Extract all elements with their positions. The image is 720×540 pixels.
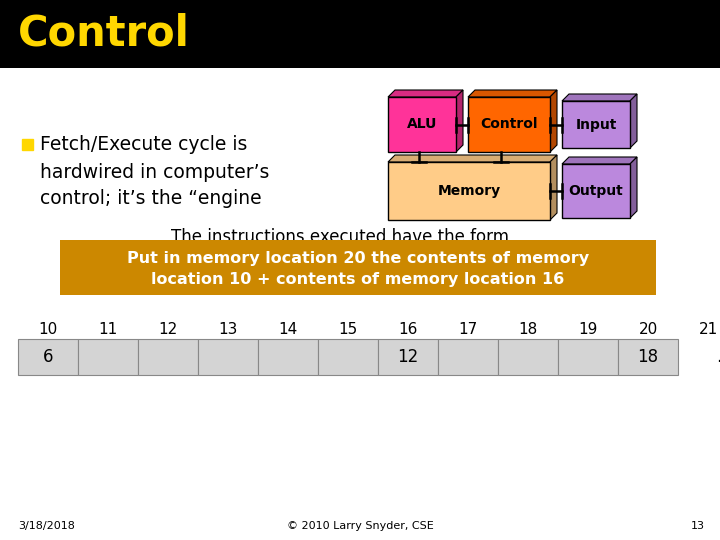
Bar [618, 339, 678, 375]
Polygon shape [630, 157, 637, 218]
Text: 13: 13 [691, 521, 705, 531]
Text: 6: 6 [42, 348, 53, 366]
Text: control; it’s the “engine: control; it’s the “engine [40, 190, 261, 208]
Text: Output: Output [569, 184, 624, 198]
Text: location 10 + contents of memory location 16: location 10 + contents of memory locatio… [151, 272, 564, 287]
Polygon shape [562, 94, 637, 101]
Text: hardwired in computer’s: hardwired in computer’s [40, 163, 269, 181]
Text: Control: Control [18, 13, 190, 55]
Text: 13: 13 [218, 321, 238, 336]
Bar [562, 101, 630, 148]
Bar [0, 0, 720, 68]
Text: 19: 19 [578, 321, 598, 336]
Bar [258, 339, 318, 375]
Text: 14: 14 [279, 321, 297, 336]
Bar [558, 339, 618, 375]
Bar [468, 97, 550, 152]
Text: 15: 15 [338, 321, 358, 336]
Bar [138, 339, 198, 375]
Bar [78, 339, 138, 375]
Text: The instructions executed have the form: The instructions executed have the form [171, 228, 509, 246]
Text: 11: 11 [99, 321, 117, 336]
Polygon shape [456, 90, 463, 152]
Text: 16: 16 [398, 321, 418, 336]
Bar [22, 139, 33, 150]
Text: © 2010 Larry Snyder, CSE: © 2010 Larry Snyder, CSE [287, 521, 433, 531]
Bar [388, 162, 550, 220]
Polygon shape [550, 155, 557, 220]
Text: Input: Input [575, 118, 617, 132]
Polygon shape [388, 155, 557, 162]
Bar [318, 339, 378, 375]
Bar [378, 339, 438, 375]
Text: Memory: Memory [438, 184, 500, 198]
Text: 12: 12 [397, 348, 418, 366]
Polygon shape [550, 90, 557, 152]
Polygon shape [388, 90, 463, 97]
Bar [562, 164, 630, 218]
Text: 3/18/2018: 3/18/2018 [18, 521, 75, 531]
Text: ...: ... [716, 348, 720, 366]
Bar [498, 339, 558, 375]
Bar [388, 97, 456, 152]
Bar [60, 240, 656, 295]
Text: 12: 12 [158, 321, 178, 336]
Text: Control: Control [480, 118, 538, 132]
Text: 18: 18 [637, 348, 659, 366]
Bar [438, 339, 498, 375]
Text: 21: 21 [698, 321, 718, 336]
Polygon shape [630, 94, 637, 148]
Polygon shape [468, 90, 557, 97]
Text: 10: 10 [38, 321, 58, 336]
Text: ALU: ALU [407, 118, 437, 132]
Text: 17: 17 [459, 321, 477, 336]
Bar [198, 339, 258, 375]
Text: Fetch/Execute cycle is: Fetch/Execute cycle is [40, 136, 248, 154]
Text: 18: 18 [518, 321, 538, 336]
Text: 20: 20 [639, 321, 657, 336]
Text: ADDB 20, 10, 16: ADDB 20, 10, 16 [258, 247, 423, 265]
Polygon shape [562, 157, 637, 164]
Bar [18, 339, 78, 375]
Bar [0, 68, 720, 540]
Text: Put in memory location 20 the contents of memory: Put in memory location 20 the contents o… [127, 251, 589, 266]
